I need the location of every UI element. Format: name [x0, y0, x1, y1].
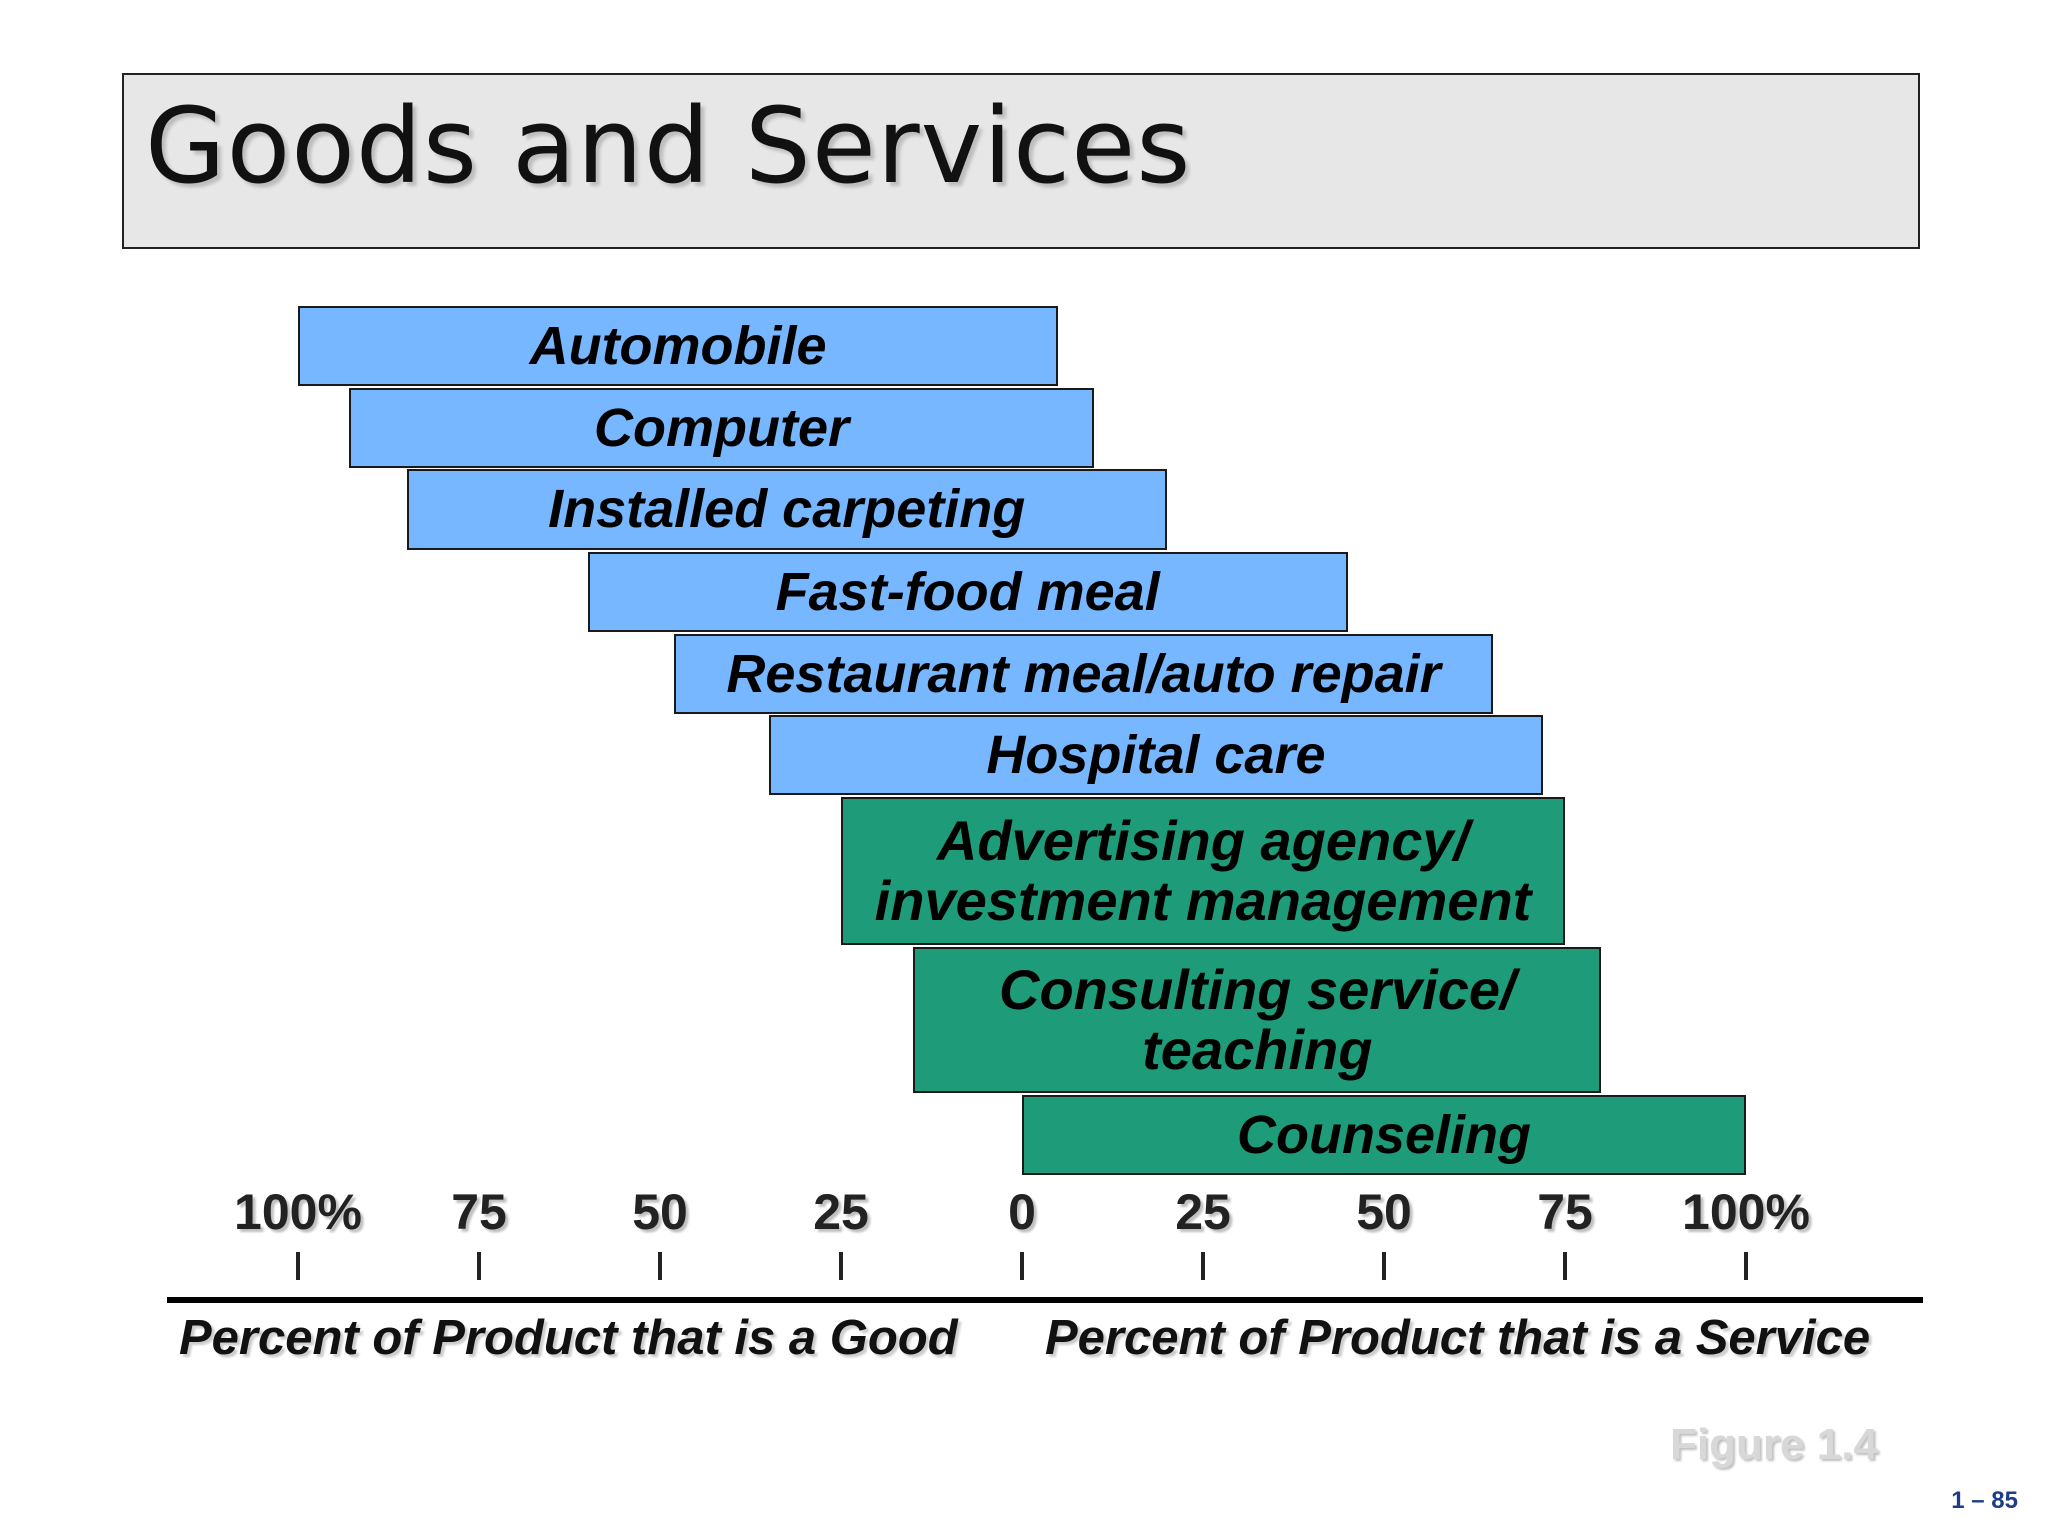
axis-line [167, 1297, 1923, 1303]
x-tick-label: 100% [234, 1184, 362, 1240]
bar-label: Installed carpeting [548, 479, 1026, 540]
x-tick-label: 100% [1682, 1184, 1810, 1240]
x-tick-mark [839, 1252, 843, 1280]
bar-installed-carpeting: Installed carpeting [406, 469, 1167, 550]
x-tick-label: 50 [632, 1184, 688, 1240]
x-tick-mark [1563, 1252, 1567, 1280]
x-tick-label: 50 [1356, 1184, 1412, 1240]
axis-caption-service: Percent of Product that is a Service [1045, 1311, 1871, 1365]
bar-label: Computer [594, 397, 850, 458]
bar-label: Counseling [1237, 1104, 1531, 1165]
bar-hospital-care: Hospital care [768, 715, 1544, 795]
x-tick-mark [1744, 1252, 1748, 1280]
bar-label: Restaurant meal/auto repair [726, 643, 1441, 704]
bar-label: Automobile [529, 315, 827, 376]
bar-label: Hospital care [986, 724, 1326, 785]
x-tick-mark [477, 1252, 481, 1280]
bar-counseling: Counseling [1022, 1095, 1746, 1175]
x-tick-label: 0 [1008, 1184, 1036, 1240]
x-tick-label: 25 [813, 1184, 869, 1240]
x-tick-mark [1201, 1252, 1205, 1280]
figure-label: Figure 1.4 [1670, 1420, 1878, 1469]
axis-caption-good: Percent of Product that is a Good [179, 1311, 958, 1365]
bar-advertising-agency-investment-management: Advertising agency/ investment managemen… [841, 797, 1565, 945]
bar-consulting-service-teaching: Consulting service/ teaching [913, 947, 1602, 1093]
page-title: Goods and Services [145, 85, 1192, 207]
bar-computer: Computer [348, 388, 1095, 468]
bar-label: Fast-food meal [775, 561, 1160, 622]
x-tick-label: 75 [451, 1184, 507, 1240]
page-number: 1 – 85 [1951, 1487, 2018, 1514]
x-tick-mark [1382, 1252, 1386, 1280]
x-tick-mark [296, 1252, 300, 1280]
x-tick-mark [658, 1252, 662, 1280]
title-box: Goods and Services [122, 73, 1920, 249]
x-tick-label: 75 [1537, 1184, 1593, 1240]
x-tick-mark [1020, 1252, 1024, 1280]
x-tick-label: 25 [1175, 1184, 1231, 1240]
bar-label: Consulting service/ teaching [999, 957, 1516, 1081]
bar-restaurant-meal-auto-repair: Restaurant meal/auto repair [674, 634, 1493, 714]
bar-automobile: Automobile [298, 306, 1059, 386]
bar-label: Advertising agency/ investment managemen… [874, 808, 1532, 932]
bar-fast-food-meal: Fast-food meal [587, 552, 1348, 632]
